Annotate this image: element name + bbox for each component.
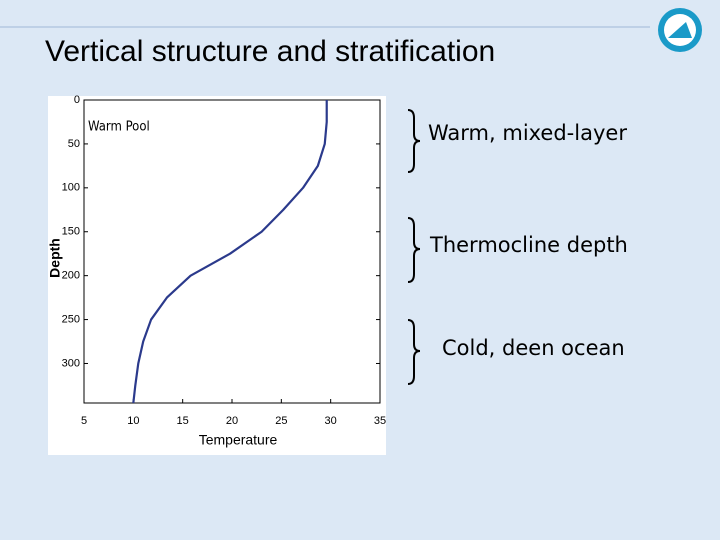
x-axis-label: Temperature [199,432,278,448]
x-tick-label: 15 [177,415,189,427]
annotation: Warm Pool [88,120,150,135]
logo [658,8,702,52]
slide-title: Vertical structure and stratification [45,35,495,68]
x-tick-label: 5 [81,415,87,427]
braces [407,109,421,385]
x-tick-label: 10 [127,415,139,427]
profile-line [132,100,328,404]
slide-label: Thermocline depth [429,233,628,257]
slide-label: Cold, deen ocean [442,336,625,360]
x-tick-label: 35 [374,415,386,427]
x-tick-label: 20 [226,415,238,427]
y-tick-label: 300 [62,357,80,369]
x-tick-label: 30 [325,415,337,427]
y-tick-label: 0 [74,94,80,106]
chart-panel [48,96,386,455]
y-axis-label: Depth [47,238,63,278]
y-tick-label: 50 [68,138,80,150]
y-tick-label: 200 [62,270,80,282]
slide-label: Warm, mixed-layer [428,121,627,145]
y-tick-label: 250 [62,313,80,325]
y-tick-label: 100 [62,182,80,194]
y-tick-label: 150 [62,226,80,238]
x-tick-label: 25 [275,415,287,427]
